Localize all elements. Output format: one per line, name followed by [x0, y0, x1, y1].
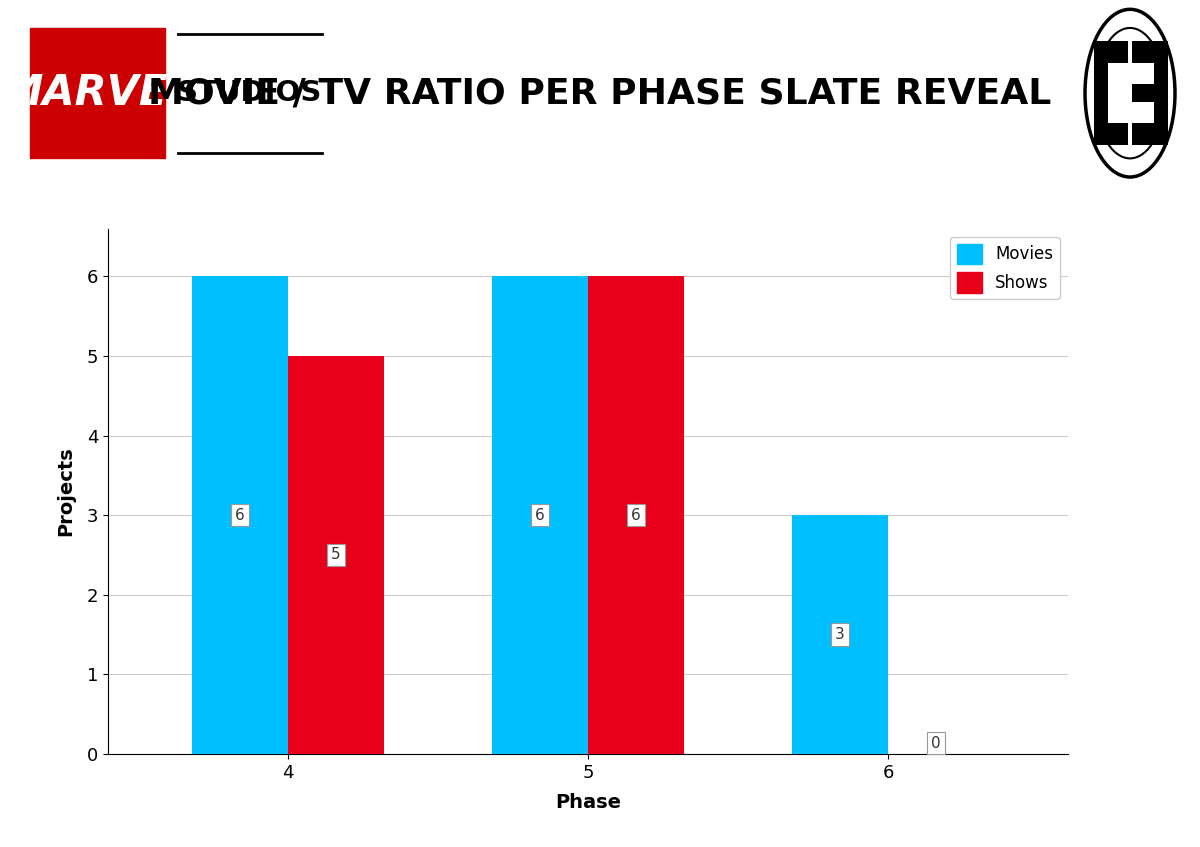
X-axis label: Phase: Phase — [554, 793, 622, 811]
FancyBboxPatch shape — [30, 28, 166, 158]
Legend: Movies, Shows: Movies, Shows — [950, 237, 1060, 299]
Text: 0: 0 — [931, 736, 941, 750]
Text: 5: 5 — [331, 547, 341, 562]
Text: STUDIOS: STUDIOS — [178, 79, 323, 108]
Bar — [288, 356, 384, 754]
Polygon shape — [1094, 41, 1128, 146]
Text: 6: 6 — [535, 507, 545, 523]
Text: 6: 6 — [235, 507, 245, 523]
Polygon shape — [1132, 41, 1168, 146]
Text: 6: 6 — [631, 507, 641, 523]
Text: 3: 3 — [835, 627, 845, 642]
Text: MOVIE / TV RATIO PER PHASE SLATE REVEAL: MOVIE / TV RATIO PER PHASE SLATE REVEAL — [149, 76, 1051, 110]
Y-axis label: Projects: Projects — [56, 446, 76, 536]
Bar — [492, 276, 588, 754]
Text: MARVEL: MARVEL — [1, 72, 194, 114]
Bar — [588, 276, 684, 754]
Bar — [192, 276, 288, 754]
Bar — [792, 515, 888, 754]
